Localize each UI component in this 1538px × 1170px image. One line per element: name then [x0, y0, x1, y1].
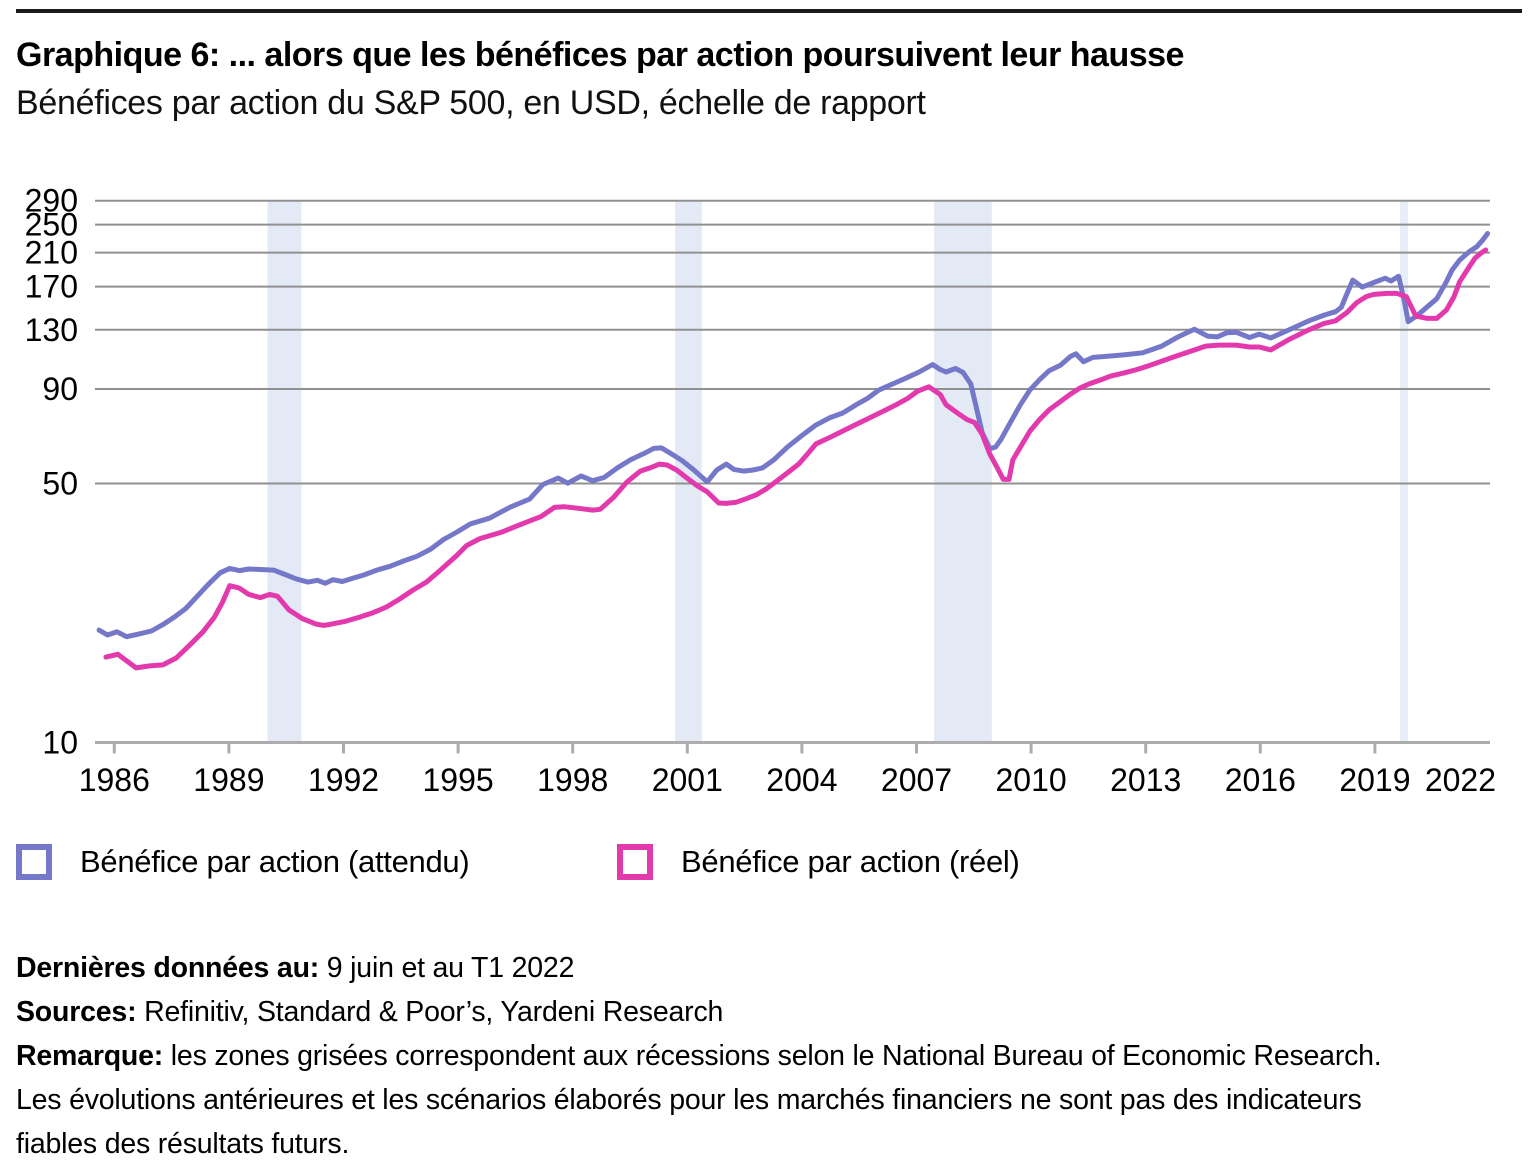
x-tick-label-1989: 1989 [193, 762, 264, 798]
footnotes: Dernières données au: 9 juin et au T1 20… [16, 946, 1522, 1166]
chart-legend: Bénéfice par action (attendu) Bénéfice p… [0, 840, 1538, 886]
x-tick-label-2001: 2001 [652, 762, 723, 798]
footnote-sources: Sources: Refinitiv, Standard & Poor’s, Y… [16, 990, 1522, 1034]
y-tick-label-290: 290 [25, 183, 78, 219]
x-tick-label-2010: 2010 [996, 762, 1067, 798]
footnote-last-data-text: 9 juin et au T1 2022 [319, 952, 575, 984]
y-tick-label-50: 50 [42, 466, 78, 502]
x-tick-label-2022: 2022 [1425, 762, 1496, 798]
x-tick-label-2019: 2019 [1339, 762, 1410, 798]
legend-item-reel: Bénéfice par action (réel) [617, 840, 1020, 884]
footnote-remarque-text: les zones grisées correspondent aux réce… [163, 1040, 1382, 1072]
x-tick-label-2013: 2013 [1110, 762, 1181, 798]
top-rule [16, 9, 1522, 13]
footnote-sources-text: Refinitiv, Standard & Poor’s, Yardeni Re… [136, 996, 724, 1028]
footnote-remarque-3: fiables des résultats futurs. [16, 1128, 350, 1160]
x-tick-label-1986: 1986 [79, 762, 150, 798]
footnote-remarque-2: Les évolutions antérieures et les scénar… [16, 1084, 1362, 1116]
legend-item-attendu: Bénéfice par action (attendu) [16, 840, 470, 884]
page-title: Graphique 6: ... alors que les bénéfices… [16, 36, 1184, 74]
x-tick-label-1992: 1992 [308, 762, 379, 798]
page-subtitle: Bénéfices par action du S&P 500, en USD,… [16, 84, 926, 122]
footnote-remarque-label: Remarque: [16, 1040, 164, 1072]
recession-band-0 [267, 200, 302, 743]
legend-swatch-reel [617, 844, 653, 880]
footnote-last-data: Dernières données au: 9 juin et au T1 20… [16, 946, 1522, 990]
legend-swatch-attendu [16, 844, 52, 880]
recession-band-3 [1400, 200, 1409, 743]
footnote-last-data-label: Dernières données au: [16, 952, 320, 984]
y-tick-label-90: 90 [42, 371, 78, 407]
x-tick-label-1995: 1995 [423, 762, 494, 798]
x-tick-label-2016: 2016 [1225, 762, 1296, 798]
footnote-remarque-1: Remarque: les zones grisées corresponden… [16, 1034, 1522, 1078]
y-tick-label-10: 10 [42, 725, 78, 761]
x-tick-label-1998: 1998 [537, 762, 608, 798]
legend-label-attendu: Bénéfice par action (attendu) [80, 844, 470, 879]
y-tick-label-210: 210 [25, 235, 78, 271]
y-tick-label-170: 170 [25, 269, 78, 305]
x-tick-label-2007: 2007 [881, 762, 952, 798]
y-tick-label-250: 250 [25, 207, 78, 243]
series-line-attendu [96, 231, 1491, 640]
series-line-reel [103, 247, 1489, 671]
x-tick-label-2004: 2004 [766, 762, 837, 798]
y-tick-label-130: 130 [25, 312, 78, 348]
legend-label-reel: Bénéfice par action (réel) [681, 844, 1020, 879]
footnote-sources-label: Sources: [16, 996, 137, 1028]
recession-band-2 [934, 200, 992, 743]
